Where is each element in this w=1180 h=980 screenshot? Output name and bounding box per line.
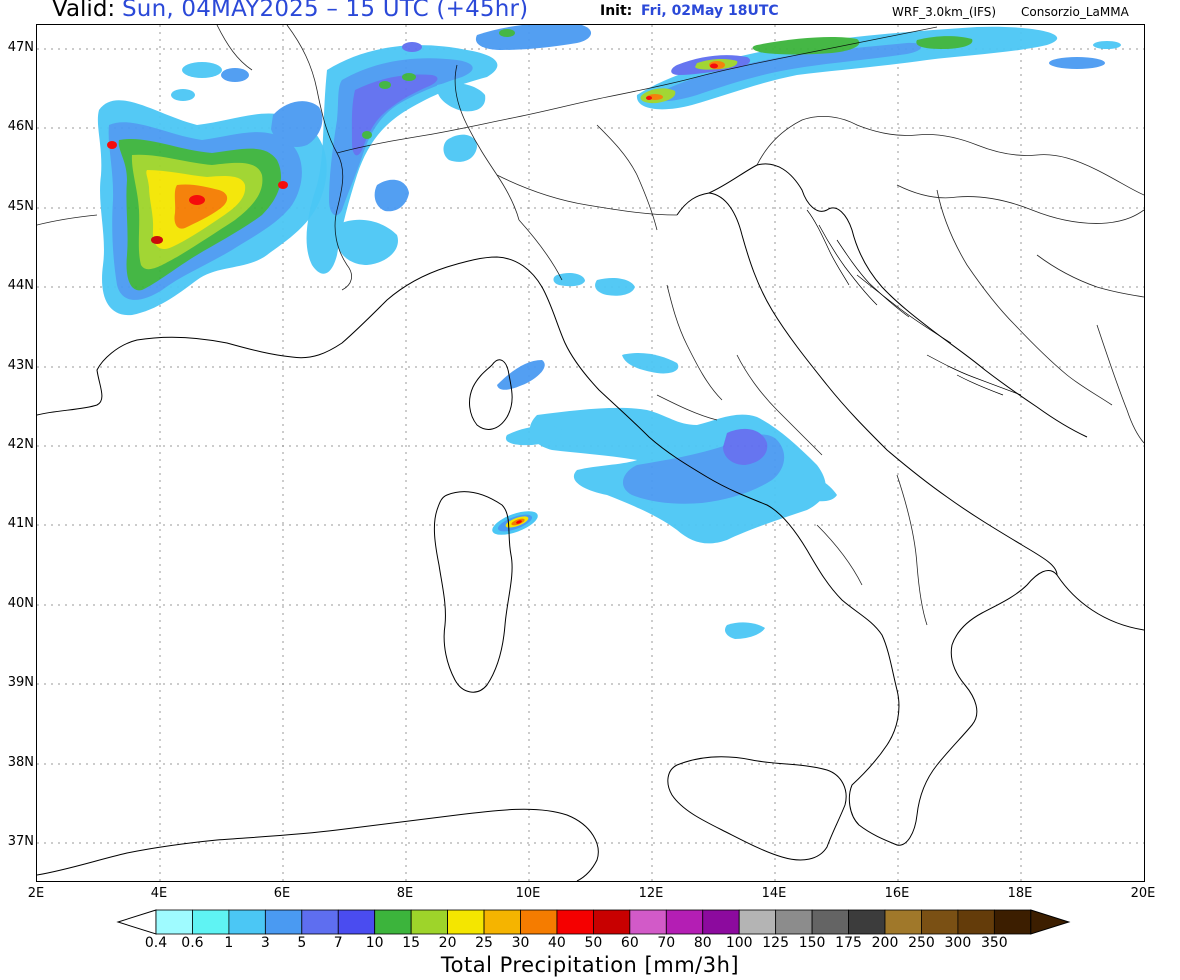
colorbar-tick-label: 350 — [980, 935, 1008, 951]
colorbar-swatch — [921, 909, 959, 935]
colorbar-swatch — [775, 909, 813, 935]
lat-label-38n: 38N — [7, 755, 34, 770]
colorbar-tick-label: 125 — [762, 935, 789, 951]
colorbar-swatch — [410, 909, 448, 935]
colorbar-tick-label: 10 — [365, 935, 384, 951]
colorbar-tick-label: 80 — [693, 935, 712, 951]
lat-label-47n: 47N — [7, 40, 34, 55]
colorbar-tick-label: 70 — [657, 935, 676, 951]
colorbar-swatch — [884, 909, 922, 935]
precip-sardinia-nw-cell — [492, 511, 538, 535]
colorbar-tick-label: 175 — [835, 935, 862, 951]
adriatic-islands — [806, 209, 1022, 396]
header-model-name: WRF_3.0km_(IFS) — [892, 5, 997, 19]
colorbar-swatch — [337, 909, 376, 935]
colorbar-tick-label: 250 — [908, 935, 935, 951]
header-valid-time: Sun, 04MAY2025 – 15 UTC (+45hr) — [122, 0, 529, 22]
colorbar-swatch — [593, 909, 631, 935]
lat-label-37n: 37N — [7, 834, 34, 849]
header-init-label: Init: — [600, 3, 633, 19]
country-borders — [37, 25, 1144, 626]
lat-label-42n: 42N — [7, 437, 34, 452]
colorbar-tick-label: 20 — [438, 935, 457, 951]
colorbar-swatch — [957, 909, 995, 935]
colorbar-tick-label: 1 — [224, 935, 234, 951]
colorbar-tick-label: 7 — [333, 935, 343, 951]
colorbar-tick-label: 3 — [260, 935, 270, 951]
colorbar-tick-label: 200 — [871, 935, 899, 951]
colorbar-swatch — [738, 909, 777, 935]
colorbar-swatch — [228, 909, 266, 935]
colorbar-swatch — [301, 909, 339, 935]
colorbar-tick-label: 15 — [402, 935, 421, 951]
colorbar-tick-label: 40 — [548, 935, 566, 951]
lon-label-4e: 4E — [150, 886, 168, 901]
colorbar-swatch — [483, 909, 521, 935]
lon-label-12e: 12E — [638, 886, 664, 901]
lat-label-39n: 39N — [7, 675, 34, 690]
lon-label-16e: 16E — [884, 886, 910, 901]
lat-label-46n: 46N — [7, 119, 34, 134]
colorbar-swatch — [556, 909, 594, 935]
colorbar-swatch — [665, 909, 704, 935]
colorbar-tick-label: 50 — [584, 935, 603, 951]
header-init-time: Fri, 02May 18UTC — [641, 3, 779, 19]
header-organization: Consorzio_LaMMA — [1021, 5, 1129, 19]
colorbar-swatch — [848, 909, 886, 935]
lon-label-20e: 20E — [1130, 886, 1156, 901]
lon-label-10e: 10E — [515, 886, 541, 901]
precipitation-map — [37, 25, 1144, 881]
colorbar-tick-label: 5 — [297, 935, 307, 951]
lon-label-6e: 6E — [273, 886, 291, 901]
precip-central-italy — [497, 272, 837, 639]
lat-label-45n: 45N — [7, 199, 34, 214]
colorbar-title: Total Precipitation [mm/3h] — [440, 953, 740, 977]
colorbar-swatch — [264, 909, 303, 935]
colorbar-swatch — [155, 909, 193, 935]
precip-central-alps — [306, 25, 591, 274]
precip-western-alps — [97, 62, 327, 316]
colorbar-tick-label: 0.4 — [144, 935, 168, 951]
colorbar-swatch — [447, 909, 485, 935]
map-frame — [36, 24, 1145, 882]
colorbar-swatch — [374, 909, 412, 935]
colorbar-boxes — [116, 909, 1071, 935]
colorbar-tick-label: 0.6 — [181, 935, 204, 951]
colorbar-swatch — [702, 909, 740, 935]
lat-label-43n: 43N — [7, 358, 34, 373]
colorbar-tick-label: 150 — [798, 935, 826, 951]
colorbar-swatch — [520, 909, 558, 935]
lat-label-44n: 44N — [7, 278, 34, 293]
lon-label-2e: 2E — [27, 886, 45, 901]
colorbar-tick-label: 25 — [475, 935, 493, 951]
lon-label-8e: 8E — [396, 886, 414, 901]
lat-label-41n: 41N — [7, 516, 34, 531]
precip-eastern-alps — [636, 26, 1121, 110]
lon-label-14e: 14E — [761, 886, 787, 901]
colorbar-swatch — [993, 909, 1032, 935]
colorbar-tick-label: 60 — [620, 935, 639, 951]
header-valid-label: Valid: — [52, 0, 116, 22]
colorbar-swatch — [629, 909, 667, 935]
colorbar-right-arrow — [1030, 909, 1071, 935]
colorbar-left-arrow — [116, 909, 157, 935]
colorbar-swatch — [811, 909, 849, 935]
colorbar-tick-label: 100 — [725, 935, 753, 951]
coastlines — [37, 163, 1144, 881]
colorbar-swatch — [192, 909, 230, 935]
lon-label-18e: 18E — [1007, 886, 1033, 901]
lat-label-40n: 40N — [7, 596, 34, 611]
colorbar-tick-label: 300 — [944, 935, 972, 951]
colorbar-tick-label: 30 — [511, 935, 530, 951]
